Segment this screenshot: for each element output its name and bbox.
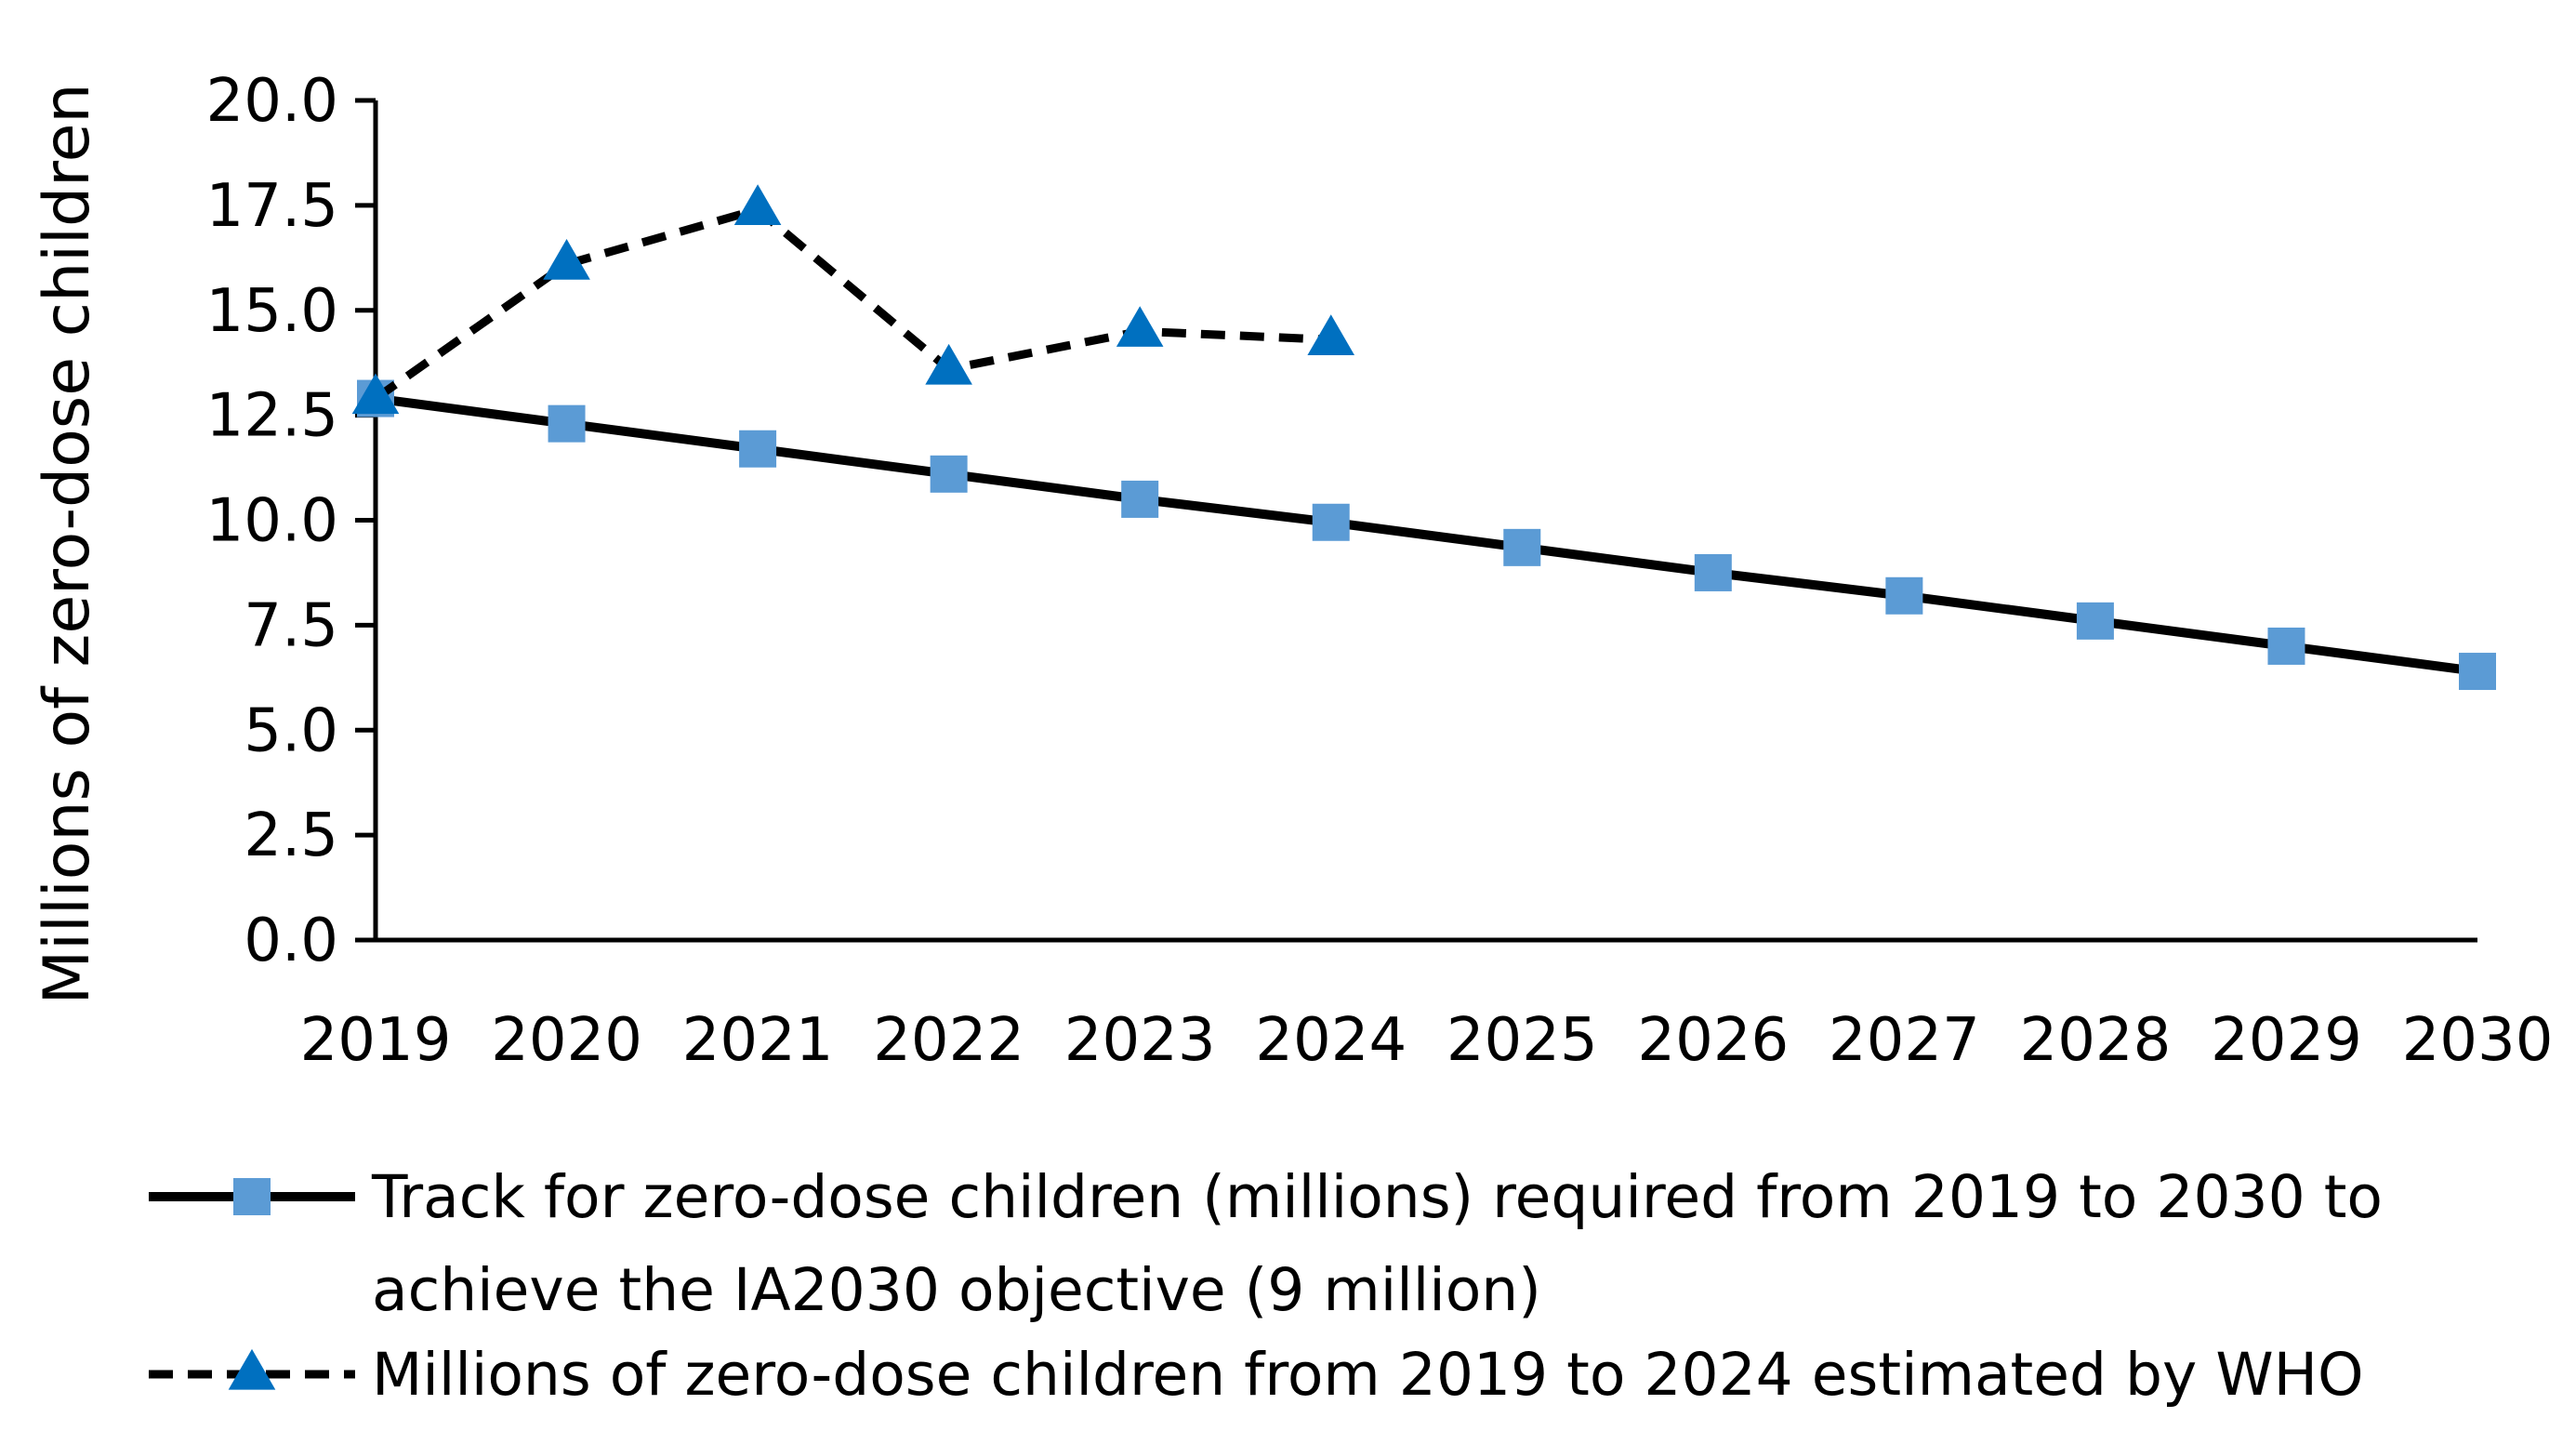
y-tick-label: 5.0 xyxy=(244,696,338,765)
series-1 xyxy=(357,379,2496,691)
x-tick-labels: 2019 2020 2021 2022 2023 2024 2025 2026 2027 2028… xyxy=(300,1006,2554,1075)
legend-entry-1: Track for zero-dose children (millions) … xyxy=(149,1163,2383,1324)
legend-marker-1 xyxy=(233,1178,271,1215)
series-2-point xyxy=(1307,314,1355,355)
x-tick-label: 2024 xyxy=(1255,1006,1407,1075)
series-1-point xyxy=(1121,480,1159,518)
y-tick-labels: 0.0 2.5 5.0 7.5 10.0 12.5 15.0 17.5 20.0 xyxy=(206,67,339,975)
x-tick-label: 2025 xyxy=(1447,1006,1598,1075)
series-1-point xyxy=(1885,576,1923,615)
series-1-line xyxy=(375,393,2478,676)
y-tick-label: 2.5 xyxy=(244,801,338,870)
y-tick-label: 17.5 xyxy=(206,172,339,241)
series-1-point xyxy=(2459,653,2496,691)
series-1-point xyxy=(739,430,777,468)
legend-label-1: Track for zero-dose children (millions) … xyxy=(371,1163,2383,1231)
x-tick-label: 2030 xyxy=(2402,1006,2554,1075)
series-2-line xyxy=(373,205,1331,403)
series-2-point xyxy=(1116,306,1164,347)
series-1-point xyxy=(1694,553,1732,591)
series-2-point xyxy=(351,373,400,415)
legend-label-2: Millions of zero-dose children from 2019… xyxy=(372,1341,2364,1409)
axes xyxy=(355,98,2477,943)
y-tick-label: 20.0 xyxy=(206,67,339,136)
series-1-point xyxy=(1312,503,1350,541)
series-2-point xyxy=(925,343,972,385)
series-1-point xyxy=(1503,528,1541,566)
x-tick-label: 2027 xyxy=(1829,1006,1980,1075)
legend-label-1: achieve the IA2030 objective (9 million) xyxy=(372,1256,1541,1324)
x-tick-label: 2023 xyxy=(1064,1006,1216,1075)
legend-marker-2 xyxy=(228,1348,276,1390)
y-tick-label: 0.0 xyxy=(244,907,338,975)
series-1-point xyxy=(930,455,968,493)
x-tick-label: 2022 xyxy=(873,1006,1024,1075)
series-group xyxy=(351,184,2496,691)
y-tick-label: 10.0 xyxy=(206,487,339,556)
x-tick-label: 2019 xyxy=(300,1006,452,1075)
x-tick-label: 2029 xyxy=(2211,1006,2362,1075)
legend: Track for zero-dose children (millions) … xyxy=(149,1163,2383,1409)
y-axis-label: Millions of zero-dose children xyxy=(31,83,104,1004)
series-2-point xyxy=(543,238,590,280)
x-tick-label: 2028 xyxy=(2019,1006,2171,1075)
x-tick-label: 2021 xyxy=(682,1006,834,1075)
x-tick-label: 2026 xyxy=(1637,1006,1789,1075)
y-tick-label: 7.5 xyxy=(244,591,338,660)
series-1-point xyxy=(2267,627,2305,665)
series-1-point xyxy=(548,404,586,443)
series-1-point xyxy=(2076,602,2114,640)
series-2 xyxy=(351,184,1355,415)
x-tick-label: 2020 xyxy=(491,1006,642,1075)
series-2-point xyxy=(733,184,782,225)
y-tick-label: 12.5 xyxy=(206,382,339,451)
y-tick-label: 15.0 xyxy=(206,277,339,346)
legend-entry-2: Millions of zero-dose children from 2019… xyxy=(149,1341,2364,1409)
